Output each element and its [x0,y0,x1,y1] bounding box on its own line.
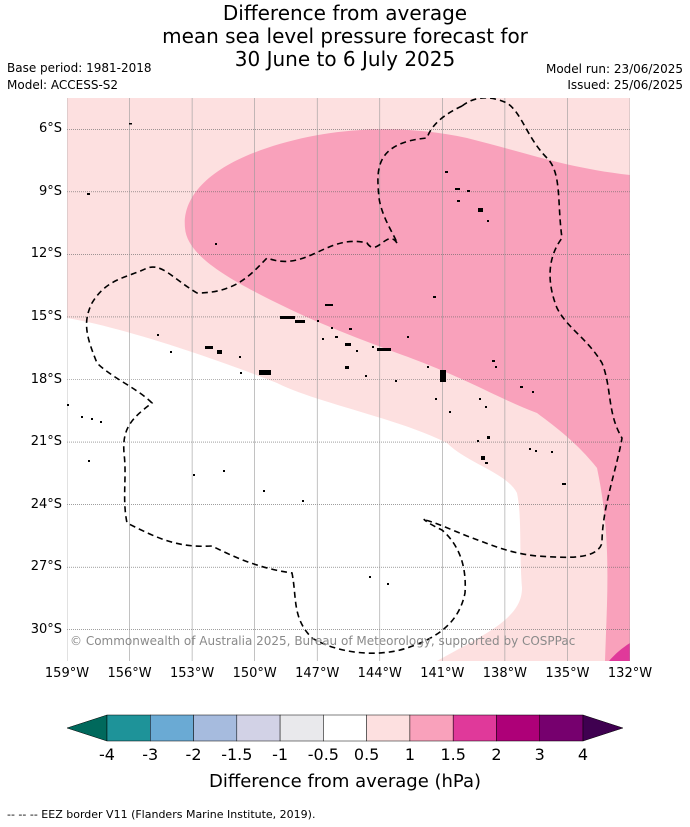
eez-border-east-upper [377,105,463,244]
colorbar-tick-label: -2 [185,745,202,764]
colorbar-tick-label: 1 [404,745,415,764]
colorbar-tick-label: -1.5 [221,745,253,764]
colorbar-cell [496,714,540,742]
lon-label: 159°W [44,666,90,681]
base-period: Base period: 1981-2018 [7,61,152,75]
title-line-1: Difference from average [222,1,468,25]
colorbar-tick-label: -4 [99,745,115,764]
model-run: Model run: 23/06/2025 [545,62,683,76]
model-name: Model: ACCESS-S2 [7,78,119,92]
lat-label: 27°S [30,559,62,575]
colorbar-cell [366,714,411,742]
lat-label: 12°S [30,246,62,262]
lon-label: 153°W [170,666,215,681]
lon-label: 138°W [482,666,527,681]
colorbar-cell [106,714,151,742]
title-line-2: mean sea level pressure forecast for [162,24,528,48]
colorbar-tick-label: 4 [577,745,589,764]
colorbar [67,714,623,742]
colorbar-tick-label: 0.5 [353,745,380,764]
lon-label: 141°W [420,666,465,681]
eez-borders [85,98,623,654]
lat-label: 6°S [38,121,62,137]
colorbar-tick-label: -1 [272,745,289,764]
lat-label: 18°S [30,371,62,387]
colorbar-tick-label: -3 [142,745,159,764]
lat-label: 9°S [38,183,62,199]
eez-footnote: -- -- -- EEZ border V11 (Flanders Marine… [7,808,316,821]
lon-label: 156°W [107,666,152,681]
colorbar-cell [150,714,194,742]
colorbar-tick-label: 3 [534,745,545,764]
colorbar-cell [193,714,238,742]
title-line-3: 30 June to 6 July 2025 [234,47,456,71]
anomaly-region-1-to-1.5 [184,129,630,661]
eez-border-east [424,98,623,559]
anomaly-region-1.5-to-2 [609,643,630,661]
lat-label: 15°S [30,308,62,324]
lon-label: 132°W [607,666,653,681]
colorbar-tick-label: -0.5 [307,745,339,764]
lon-label: 150°W [232,666,277,681]
colorbar-extend-high [582,714,623,742]
colorbar-cell [539,714,584,742]
colorbar-cell [323,714,367,742]
colorbar-cell [236,714,281,742]
colorbar-cell [279,714,324,742]
lat-label: 24°S [30,496,62,512]
colorbar-tick-label: 2 [491,745,502,764]
eez-border-french-polynesia [85,237,467,654]
colorbar-title: Difference from average (hPa) [208,771,482,792]
lon-label: 144°W [357,666,402,681]
lat-label: 21°S [30,434,62,450]
issued-date: Issued: 25/06/2025 [567,78,683,92]
copyright-notice: © Commonwealth of Australia 2025, Bureau… [70,634,576,648]
colorbar-extend-low [67,714,108,742]
lat-label: 30°S [30,621,62,637]
colorbar-cell [452,714,497,742]
lon-label: 135°W [545,666,590,681]
island-markers [67,123,566,585]
colorbar-cell [409,714,454,742]
map-panel [67,98,630,661]
lon-label: 147°W [295,666,340,681]
colorbar-tick-label: 1.5 [440,745,466,764]
